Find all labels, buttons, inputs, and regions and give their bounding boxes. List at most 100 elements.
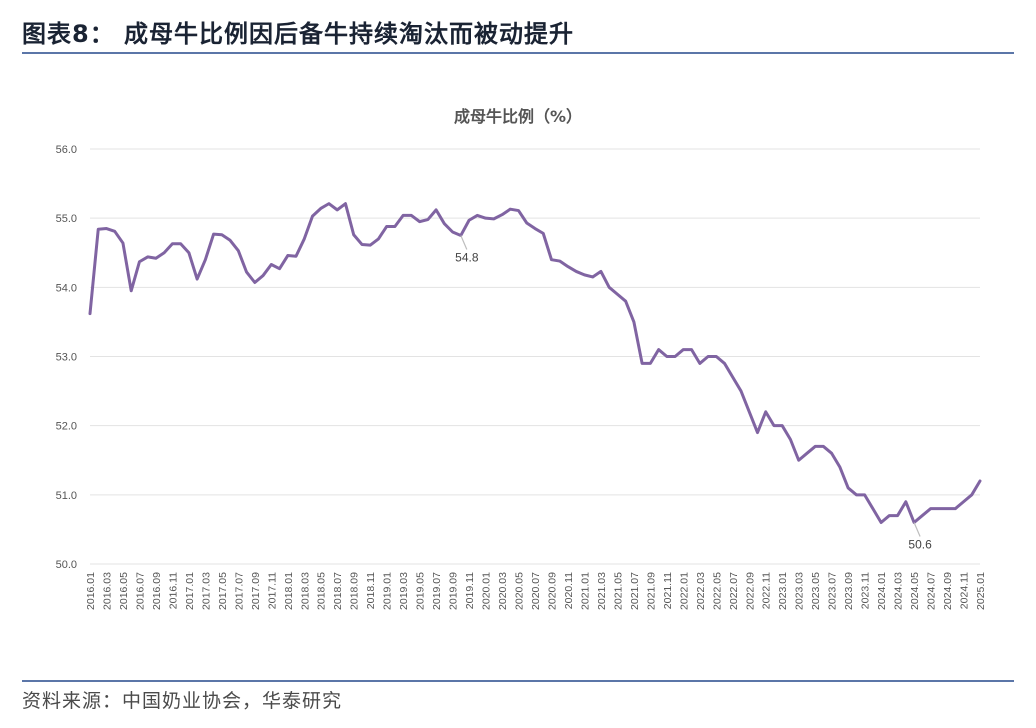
x-axis: 2016.01 2016.03 2016.05 2016.07 2016.09 2016.… [85,572,987,610]
data-point [525,222,528,225]
data-point [171,242,174,245]
x-tick-label: 2019.05 [415,572,427,610]
data-point [567,265,570,268]
x-tick-label: 2024.09 [942,572,954,610]
x-tick-label: 2016.05 [118,572,130,610]
x-tick-label: 2017.01 [184,572,196,610]
data-label: 54.8 [455,250,479,264]
y-tick-label: 52.0 [56,421,77,433]
x-tick-label: 2023.01 [777,572,789,610]
y-tick-label: 54.0 [56,282,77,294]
data-point [311,215,314,218]
data-point [426,218,429,221]
x-tick-label: 2018.01 [283,572,295,610]
data-point [212,233,215,236]
data-point [295,255,298,258]
x-tick-label: 2020.09 [546,572,558,610]
data-point [773,424,776,427]
x-tick-label: 2017.11 [266,572,278,609]
x-tick-label: 2018.05 [316,572,328,610]
data-point [336,208,339,211]
figure-header: 图表8： 成母牛比例因后备牛持续淘汰而被动提升 [22,14,1014,49]
data-point [880,521,883,524]
data-point [410,214,413,217]
series-group [88,202,982,524]
data-point [435,208,438,211]
x-tick-label: 2021.01 [579,572,591,610]
data-point [369,244,372,247]
x-tick-label: 2019.07 [431,572,443,610]
data-point [830,452,833,455]
data-point [286,254,289,257]
data-point [476,214,479,217]
gridlines [90,148,980,565]
x-tick-label: 2020.01 [481,572,493,610]
data-point [970,493,973,496]
data-point [534,227,537,230]
data-point [319,207,322,210]
data-point [690,348,693,351]
data-point [624,300,627,303]
line-chart: 成母牛比例（%） 50.0 51.0 52.0 53.0 54.0 55.0 56.0 20… [56,107,987,610]
figure-title: 图表8： 成母牛比例因后备牛持续淘汰而被动提升 [22,20,575,48]
x-tick-label: 2024.03 [893,572,905,610]
x-tick-label: 2021.09 [645,572,657,610]
y-tick-label: 56.0 [56,144,77,156]
x-tick-label: 2019.09 [448,572,460,610]
x-tick-label: 2025.01 [975,572,987,610]
x-tick-label: 2020.05 [514,572,526,610]
data-point [492,217,495,220]
data-point [740,390,743,393]
x-tick-label: 2018.07 [332,572,344,610]
data-point [583,273,586,276]
data-point [847,487,850,490]
data-point [888,514,891,517]
data-point [863,493,866,496]
x-tick-label: 2016.09 [151,572,163,610]
data-point [600,270,603,273]
x-tick-label: 2024.05 [909,572,921,610]
data-point [517,209,520,212]
x-tick-label: 2018.09 [349,572,361,610]
data-point [229,239,232,242]
x-tick-label: 2017.05 [217,572,229,610]
data-point [97,228,100,231]
data-point [797,459,800,462]
data-point [789,438,792,441]
data-point [904,500,907,503]
data-point [196,278,199,281]
data-point [89,312,92,315]
data-point [385,225,388,228]
data-point [443,222,446,225]
x-tick-label: 2021.03 [596,572,608,610]
data-point [418,220,421,223]
header-rule [22,52,1014,54]
data-point [328,202,331,205]
x-tick-label: 2023.03 [794,572,806,610]
chart-title: 成母牛比例（%） [454,107,582,126]
y-tick-label: 55.0 [56,213,77,225]
data-point [616,293,619,296]
x-tick-label: 2023.07 [827,572,839,610]
data-point [253,281,256,284]
data-point [871,507,874,510]
data-point [105,227,108,230]
y-tick-label: 51.0 [56,490,77,502]
data-point [665,355,668,358]
data-point [130,289,133,292]
data-point [575,270,578,273]
x-tick-label: 2018.03 [299,572,311,610]
x-tick-label: 2016.11 [167,572,179,609]
data-point [501,213,504,216]
data-point [591,276,594,279]
data-point [262,274,265,277]
data-point [558,260,561,263]
x-tick-label: 2016.01 [85,572,97,610]
data-point [394,225,397,228]
y-tick-label: 53.0 [56,352,77,364]
data-point [484,217,487,220]
data-point [303,238,306,241]
y-axis: 50.0 51.0 52.0 53.0 54.0 55.0 56.0 [56,144,77,571]
annotation-leader [460,235,468,250]
data-point [278,267,281,270]
